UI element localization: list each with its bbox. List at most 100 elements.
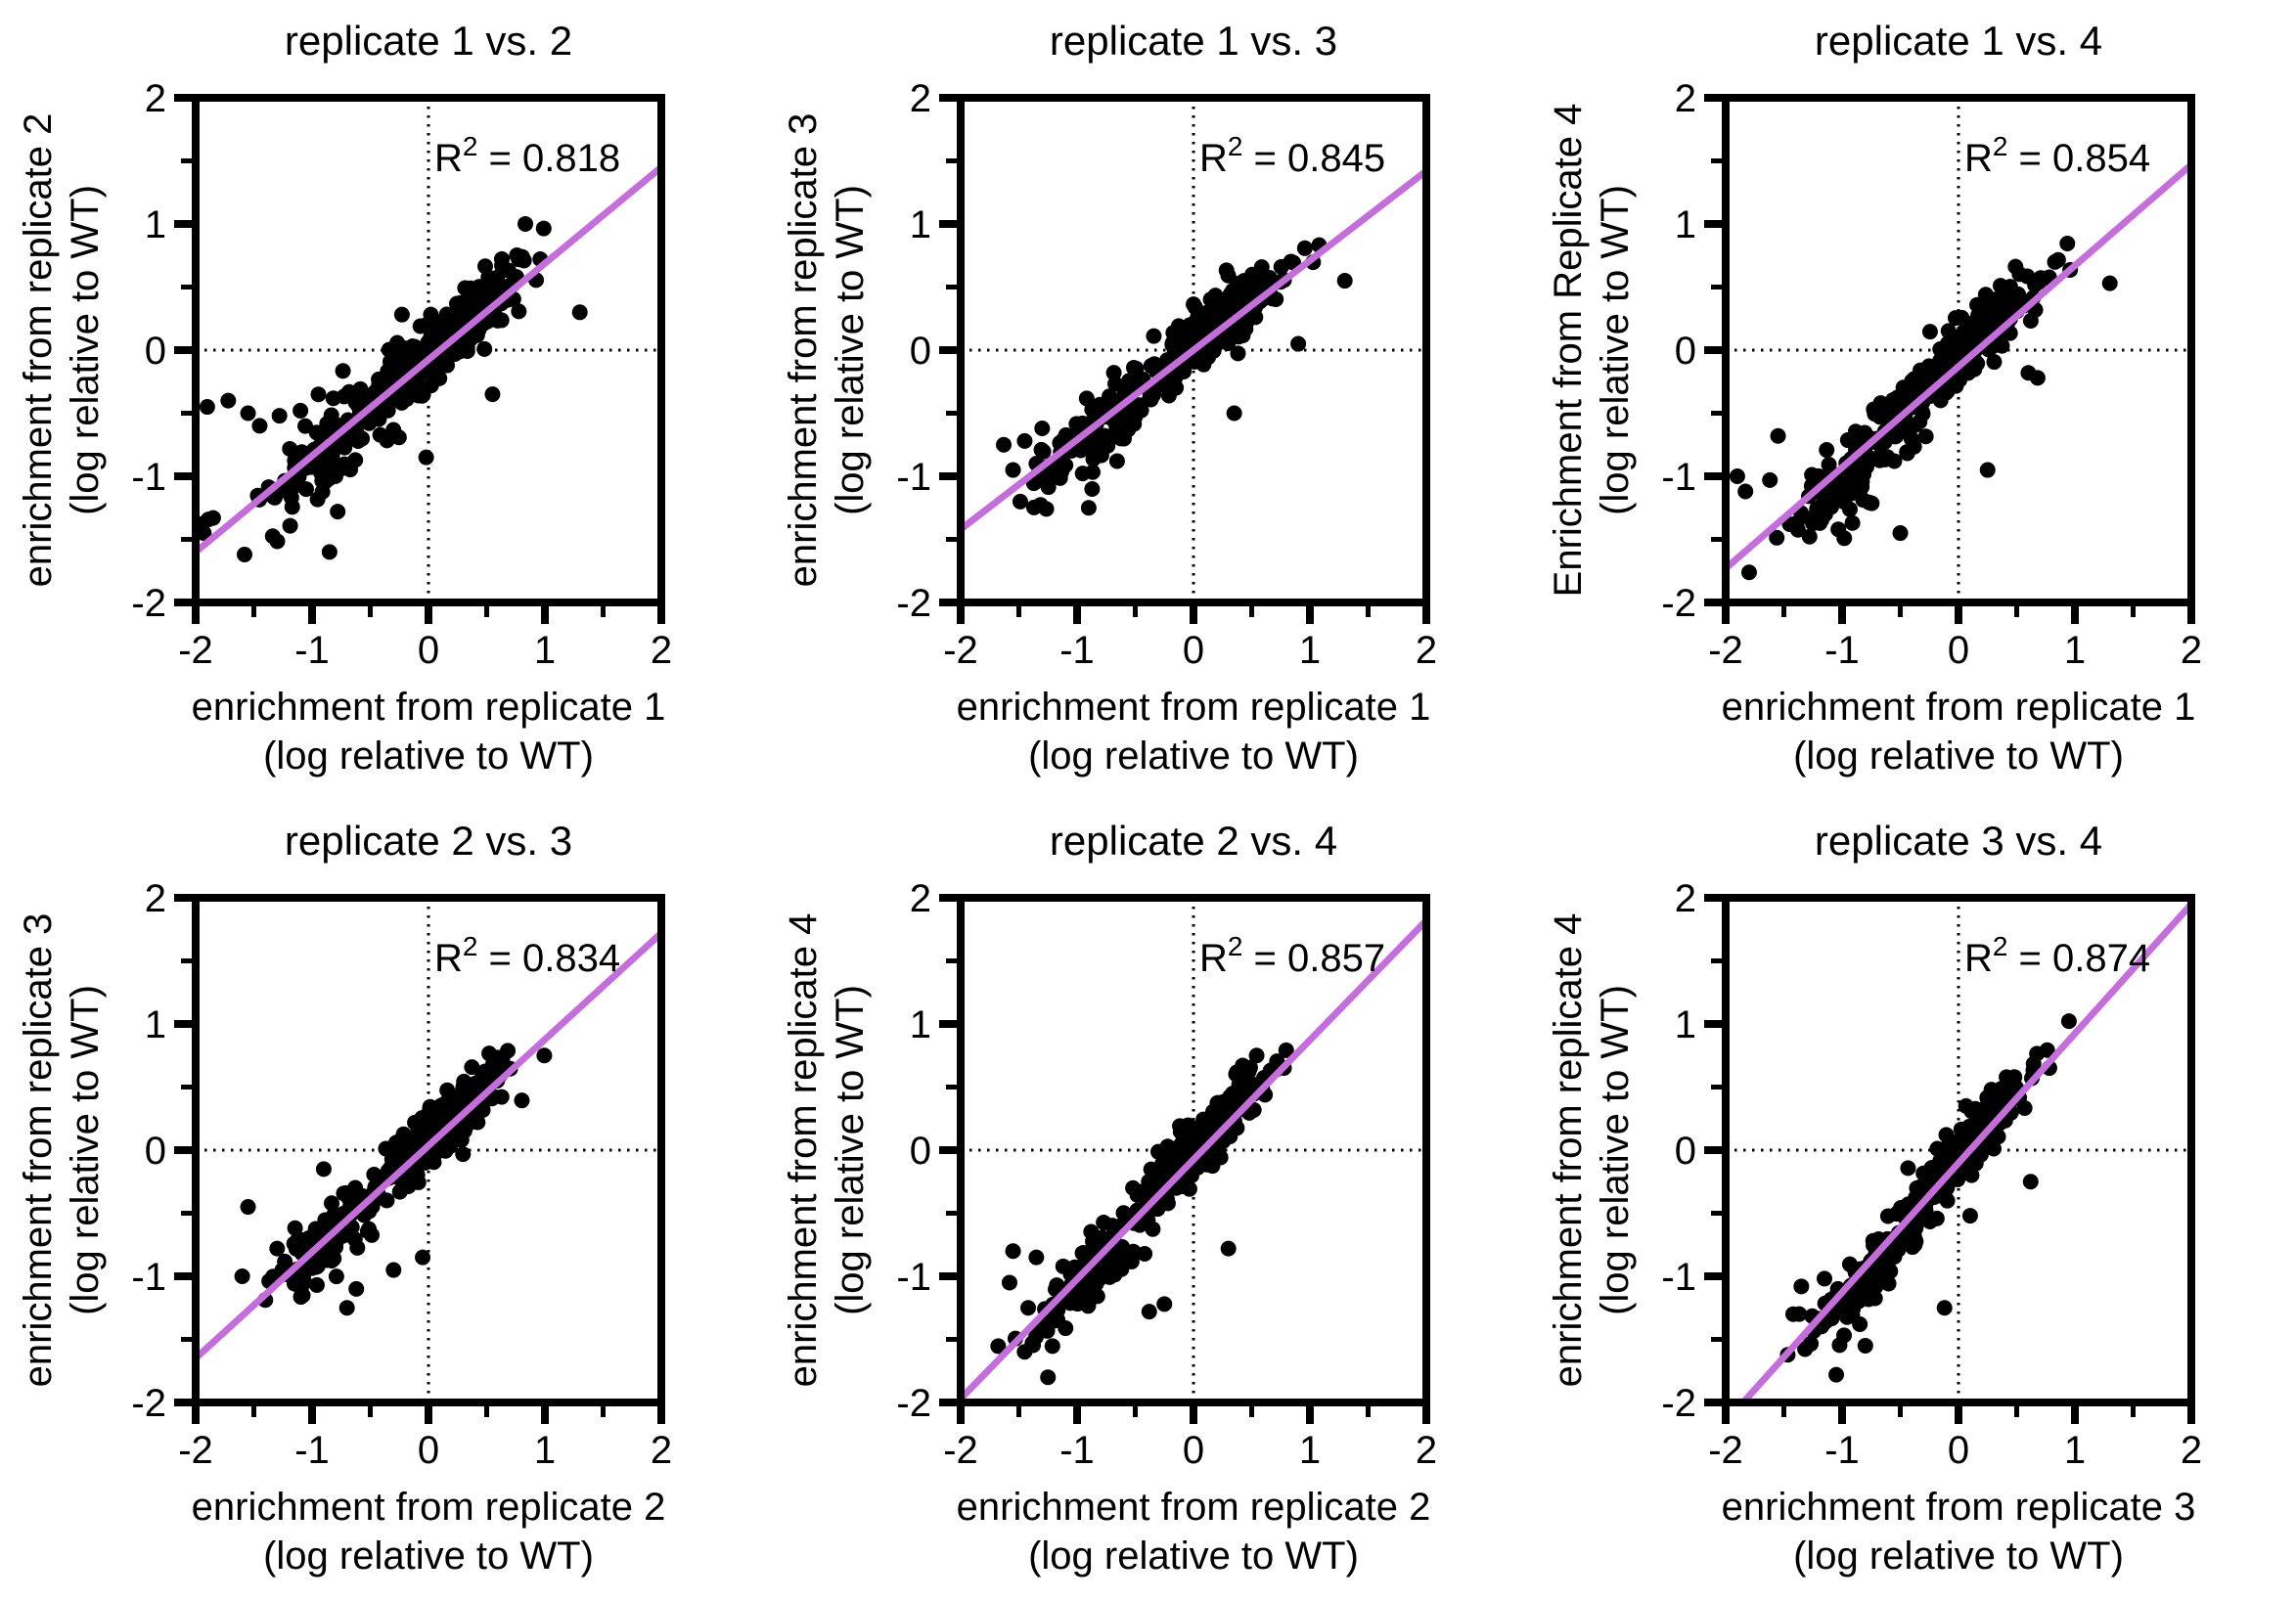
- y-axis-label-units: (log relative to WT): [64, 185, 107, 515]
- data-point: [1273, 258, 1289, 275]
- data-point: [2025, 1055, 2042, 1072]
- r-squared-annotation: R2 = 0.818: [434, 131, 620, 180]
- data-point: [1055, 1258, 1071, 1274]
- data-point: [1197, 1124, 1214, 1140]
- data-point: [1117, 1247, 1134, 1264]
- data-point-outlier: [1729, 468, 1745, 484]
- plot-frame: [957, 894, 1430, 1406]
- x-tick-label: -2: [1708, 1429, 1743, 1472]
- data-point: [1248, 1047, 1265, 1064]
- data-point: [1871, 452, 1888, 468]
- data-point: [393, 306, 410, 323]
- plot-frame: [192, 894, 665, 1406]
- plot-frame: [957, 94, 1430, 606]
- data-point: [297, 418, 314, 434]
- x-axis-label-units: (log relative to WT): [1793, 1534, 2124, 1578]
- data-point-outlier: [1770, 427, 1786, 444]
- data-point: [328, 1268, 344, 1285]
- data-point: [2059, 236, 2076, 252]
- data-point: [1852, 1315, 1868, 1332]
- scatter-plot-replicate-1-vs-2: replicate 1 vs. 2 -2 -1 0 1 2 -2 -1 0 1 2 R2 = 0.81…: [0, 0, 765, 800]
- data-point: [1146, 386, 1162, 403]
- data-point: [1078, 390, 1095, 407]
- data-point: [2049, 251, 2066, 268]
- data-point-outlier: [1005, 462, 1021, 478]
- data-point: [349, 1239, 366, 1256]
- y-tick-label: -1: [131, 456, 166, 499]
- data-point: [1855, 492, 1871, 509]
- x-tick-label: 1: [1299, 629, 1321, 672]
- data-point: [1125, 1179, 1142, 1196]
- data-point: [1209, 1094, 1226, 1111]
- y-tick-label: 1: [145, 1003, 166, 1046]
- data-point: [2035, 270, 2051, 287]
- y-tick-label: -2: [1661, 1382, 1696, 1425]
- data-point: [1166, 345, 1183, 362]
- data-point: [2022, 312, 2039, 329]
- data-point-outlier: [1336, 273, 1353, 289]
- data-point-outlier: [2101, 275, 2118, 291]
- data-point: [1155, 1195, 1172, 1212]
- data-point: [1025, 1337, 1042, 1354]
- data-point: [1921, 324, 1938, 340]
- data-point: [1986, 354, 2003, 371]
- plot-title: replicate 3 vs. 4: [1815, 818, 2102, 864]
- linear-fit-line: [192, 929, 665, 1362]
- y-axis-label-units: (log relative to WT): [1594, 985, 1637, 1315]
- data-point: [403, 1134, 420, 1150]
- data-point: [1232, 1090, 1248, 1106]
- data-point-outlier: [269, 1240, 286, 1257]
- data-point: [1093, 447, 1109, 464]
- x-tick-label: -1: [1824, 629, 1860, 672]
- data-point-outlier: [220, 392, 237, 409]
- data-point: [1180, 1117, 1196, 1134]
- data-point: [336, 388, 352, 405]
- data-point: [1278, 1042, 1294, 1058]
- plot-frame: [1722, 894, 2195, 1406]
- scatter-plot-replicate-2-vs-3: replicate 2 vs. 3 -2 -1 0 1 2 -2 -1 0 1 2 R2 = 0.83…: [0, 800, 765, 1600]
- y-tick-label: -2: [896, 582, 931, 625]
- data-point: [1160, 387, 1177, 404]
- data-point: [1906, 438, 1922, 455]
- data-point: [1081, 1273, 1098, 1290]
- data-point: [422, 332, 438, 348]
- x-axis-label: enrichment from replicate 1: [192, 686, 666, 729]
- plot-canvas: replicate 1 vs. 3 -2 -1 0 1 2 -2 -1 0 1 2 R2 = 0.84…: [782, 18, 1437, 778]
- x-tick-label: 1: [534, 1429, 556, 1472]
- y-tick-label: 1: [145, 203, 166, 246]
- y-axis-label: enrichment from replicate 3: [17, 913, 60, 1388]
- data-point-outlier: [1220, 1240, 1237, 1257]
- data-point-outlier: [1828, 1366, 1845, 1383]
- y-tick-label: 2: [1675, 77, 1696, 120]
- scatter-points: [1729, 236, 2118, 581]
- y-axis-label-units: (log relative to WT): [829, 985, 872, 1315]
- x-tick-label: 1: [534, 629, 556, 672]
- data-point: [443, 1099, 460, 1116]
- x-tick-label: 0: [1183, 629, 1204, 672]
- y-tick-label: 0: [910, 330, 931, 373]
- data-point-outlier: [385, 1262, 402, 1278]
- x-axis-label-units: (log relative to WT): [1793, 734, 2124, 778]
- data-point-outlier: [330, 504, 346, 520]
- data-point-outlier: [2022, 1174, 2039, 1190]
- data-point: [455, 1146, 472, 1163]
- data-point: [1212, 1149, 1229, 1166]
- data-point: [1949, 330, 1965, 346]
- data-point: [1908, 417, 1924, 433]
- data-point: [1815, 495, 1831, 511]
- data-point: [1044, 1338, 1060, 1355]
- data-point-outlier: [1762, 471, 1778, 488]
- plot-title: replicate 2 vs. 4: [1050, 818, 1337, 864]
- data-point: [480, 269, 497, 286]
- data-point: [511, 303, 527, 320]
- y-tick-label: -1: [131, 1256, 166, 1299]
- data-point: [297, 481, 314, 498]
- scatter-points: [996, 237, 1353, 517]
- data-point: [1068, 416, 1085, 432]
- y-tick-label: 0: [145, 330, 166, 373]
- data-point: [1115, 1205, 1132, 1222]
- data-point-outlier: [293, 402, 309, 419]
- data-point: [1837, 482, 1854, 499]
- data-point: [1999, 1069, 2015, 1086]
- data-point: [354, 430, 371, 447]
